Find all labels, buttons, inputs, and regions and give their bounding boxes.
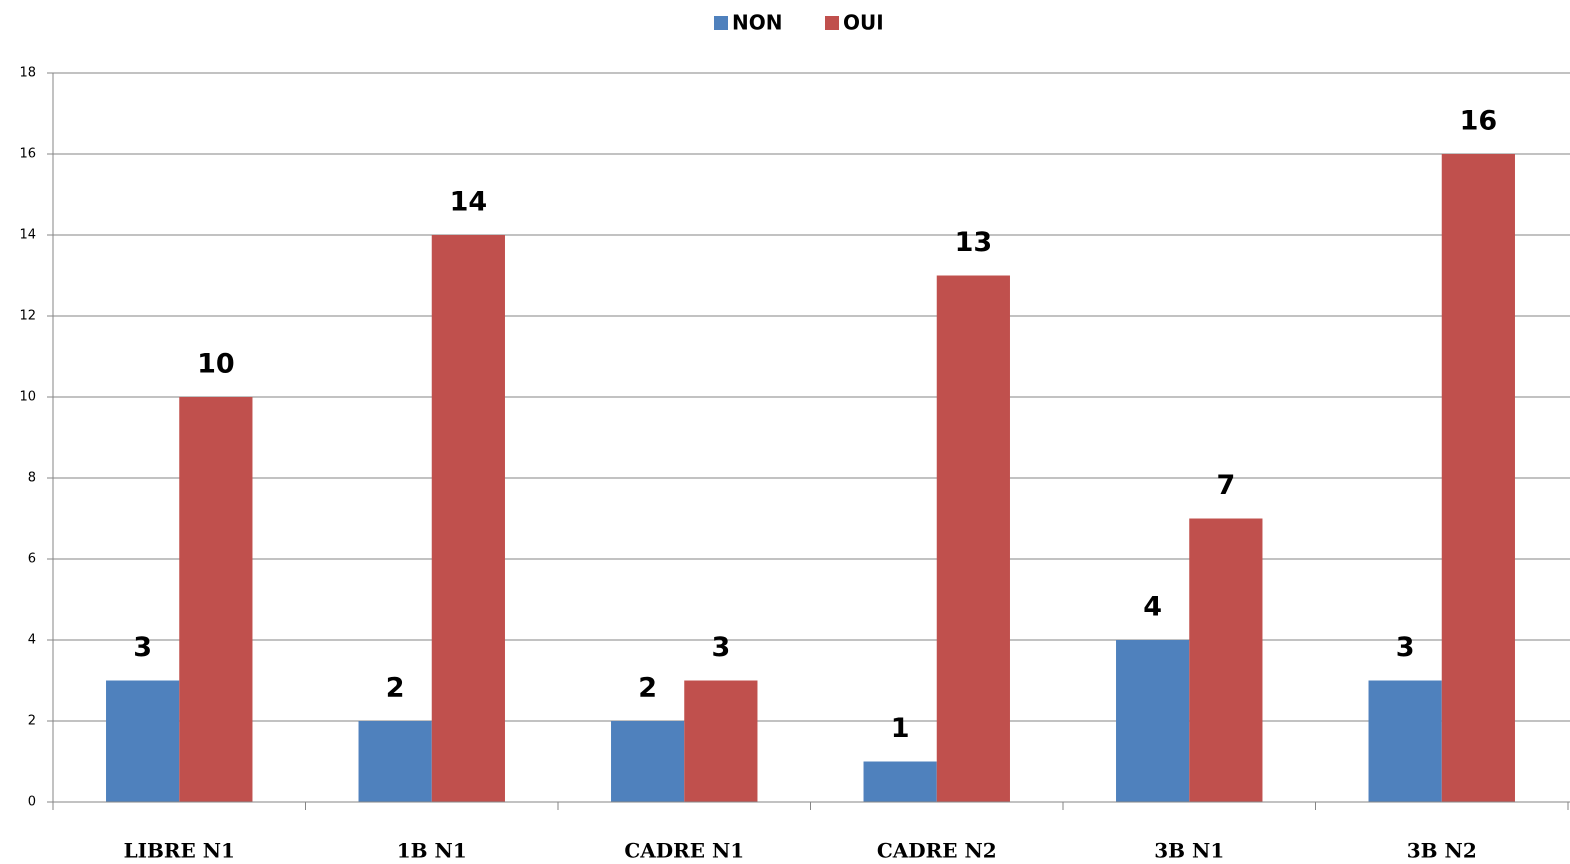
data-label: 4: [1143, 592, 1162, 623]
x-tick-label: CADRE N1: [624, 839, 744, 863]
x-tick-label: 3B N1: [1154, 839, 1224, 863]
data-label: 16: [1460, 106, 1498, 137]
legend-swatch: [714, 16, 728, 30]
y-tick-label: 16: [19, 147, 36, 162]
bar: [611, 721, 685, 802]
data-label: 2: [638, 673, 657, 704]
data-label: 13: [955, 227, 993, 258]
bar: [1368, 680, 1442, 802]
data-label: 2: [386, 673, 405, 704]
y-tick-label: 18: [19, 66, 36, 81]
bar: [936, 275, 1010, 802]
data-label: 7: [1216, 470, 1235, 501]
y-tick-label: 12: [19, 309, 36, 324]
data-label: 3: [711, 632, 730, 663]
data-label: 14: [450, 187, 488, 218]
legend-swatch: [825, 16, 839, 30]
x-tick-label: CADRE N2: [877, 839, 997, 863]
x-tick-label: 3B N2: [1407, 839, 1477, 863]
bar: [1189, 518, 1263, 802]
y-tick-label: 10: [19, 390, 36, 405]
bar: [1441, 154, 1515, 802]
bar: [863, 761, 937, 802]
data-label: 10: [197, 349, 235, 380]
x-tick-label: LIBRE N1: [124, 839, 235, 863]
legend-label: NON: [732, 11, 782, 35]
data-label: 3: [1396, 632, 1415, 663]
y-tick-label: 8: [28, 471, 36, 486]
y-tick-label: 2: [28, 714, 36, 729]
y-tick-label: 6: [28, 552, 36, 567]
y-tick-label: 14: [19, 228, 36, 243]
data-label: 3: [133, 632, 152, 663]
legend-label: OUI: [843, 11, 884, 35]
x-tick-label: 1B N1: [397, 839, 467, 863]
y-tick-label: 4: [28, 633, 36, 648]
y-tick-label: 0: [28, 795, 36, 810]
bar: [1116, 640, 1190, 802]
bar: [179, 397, 253, 802]
bar: [358, 721, 432, 802]
bar: [106, 680, 180, 802]
data-label: 1: [891, 713, 910, 744]
bar: [684, 680, 758, 802]
bar: [431, 235, 505, 802]
